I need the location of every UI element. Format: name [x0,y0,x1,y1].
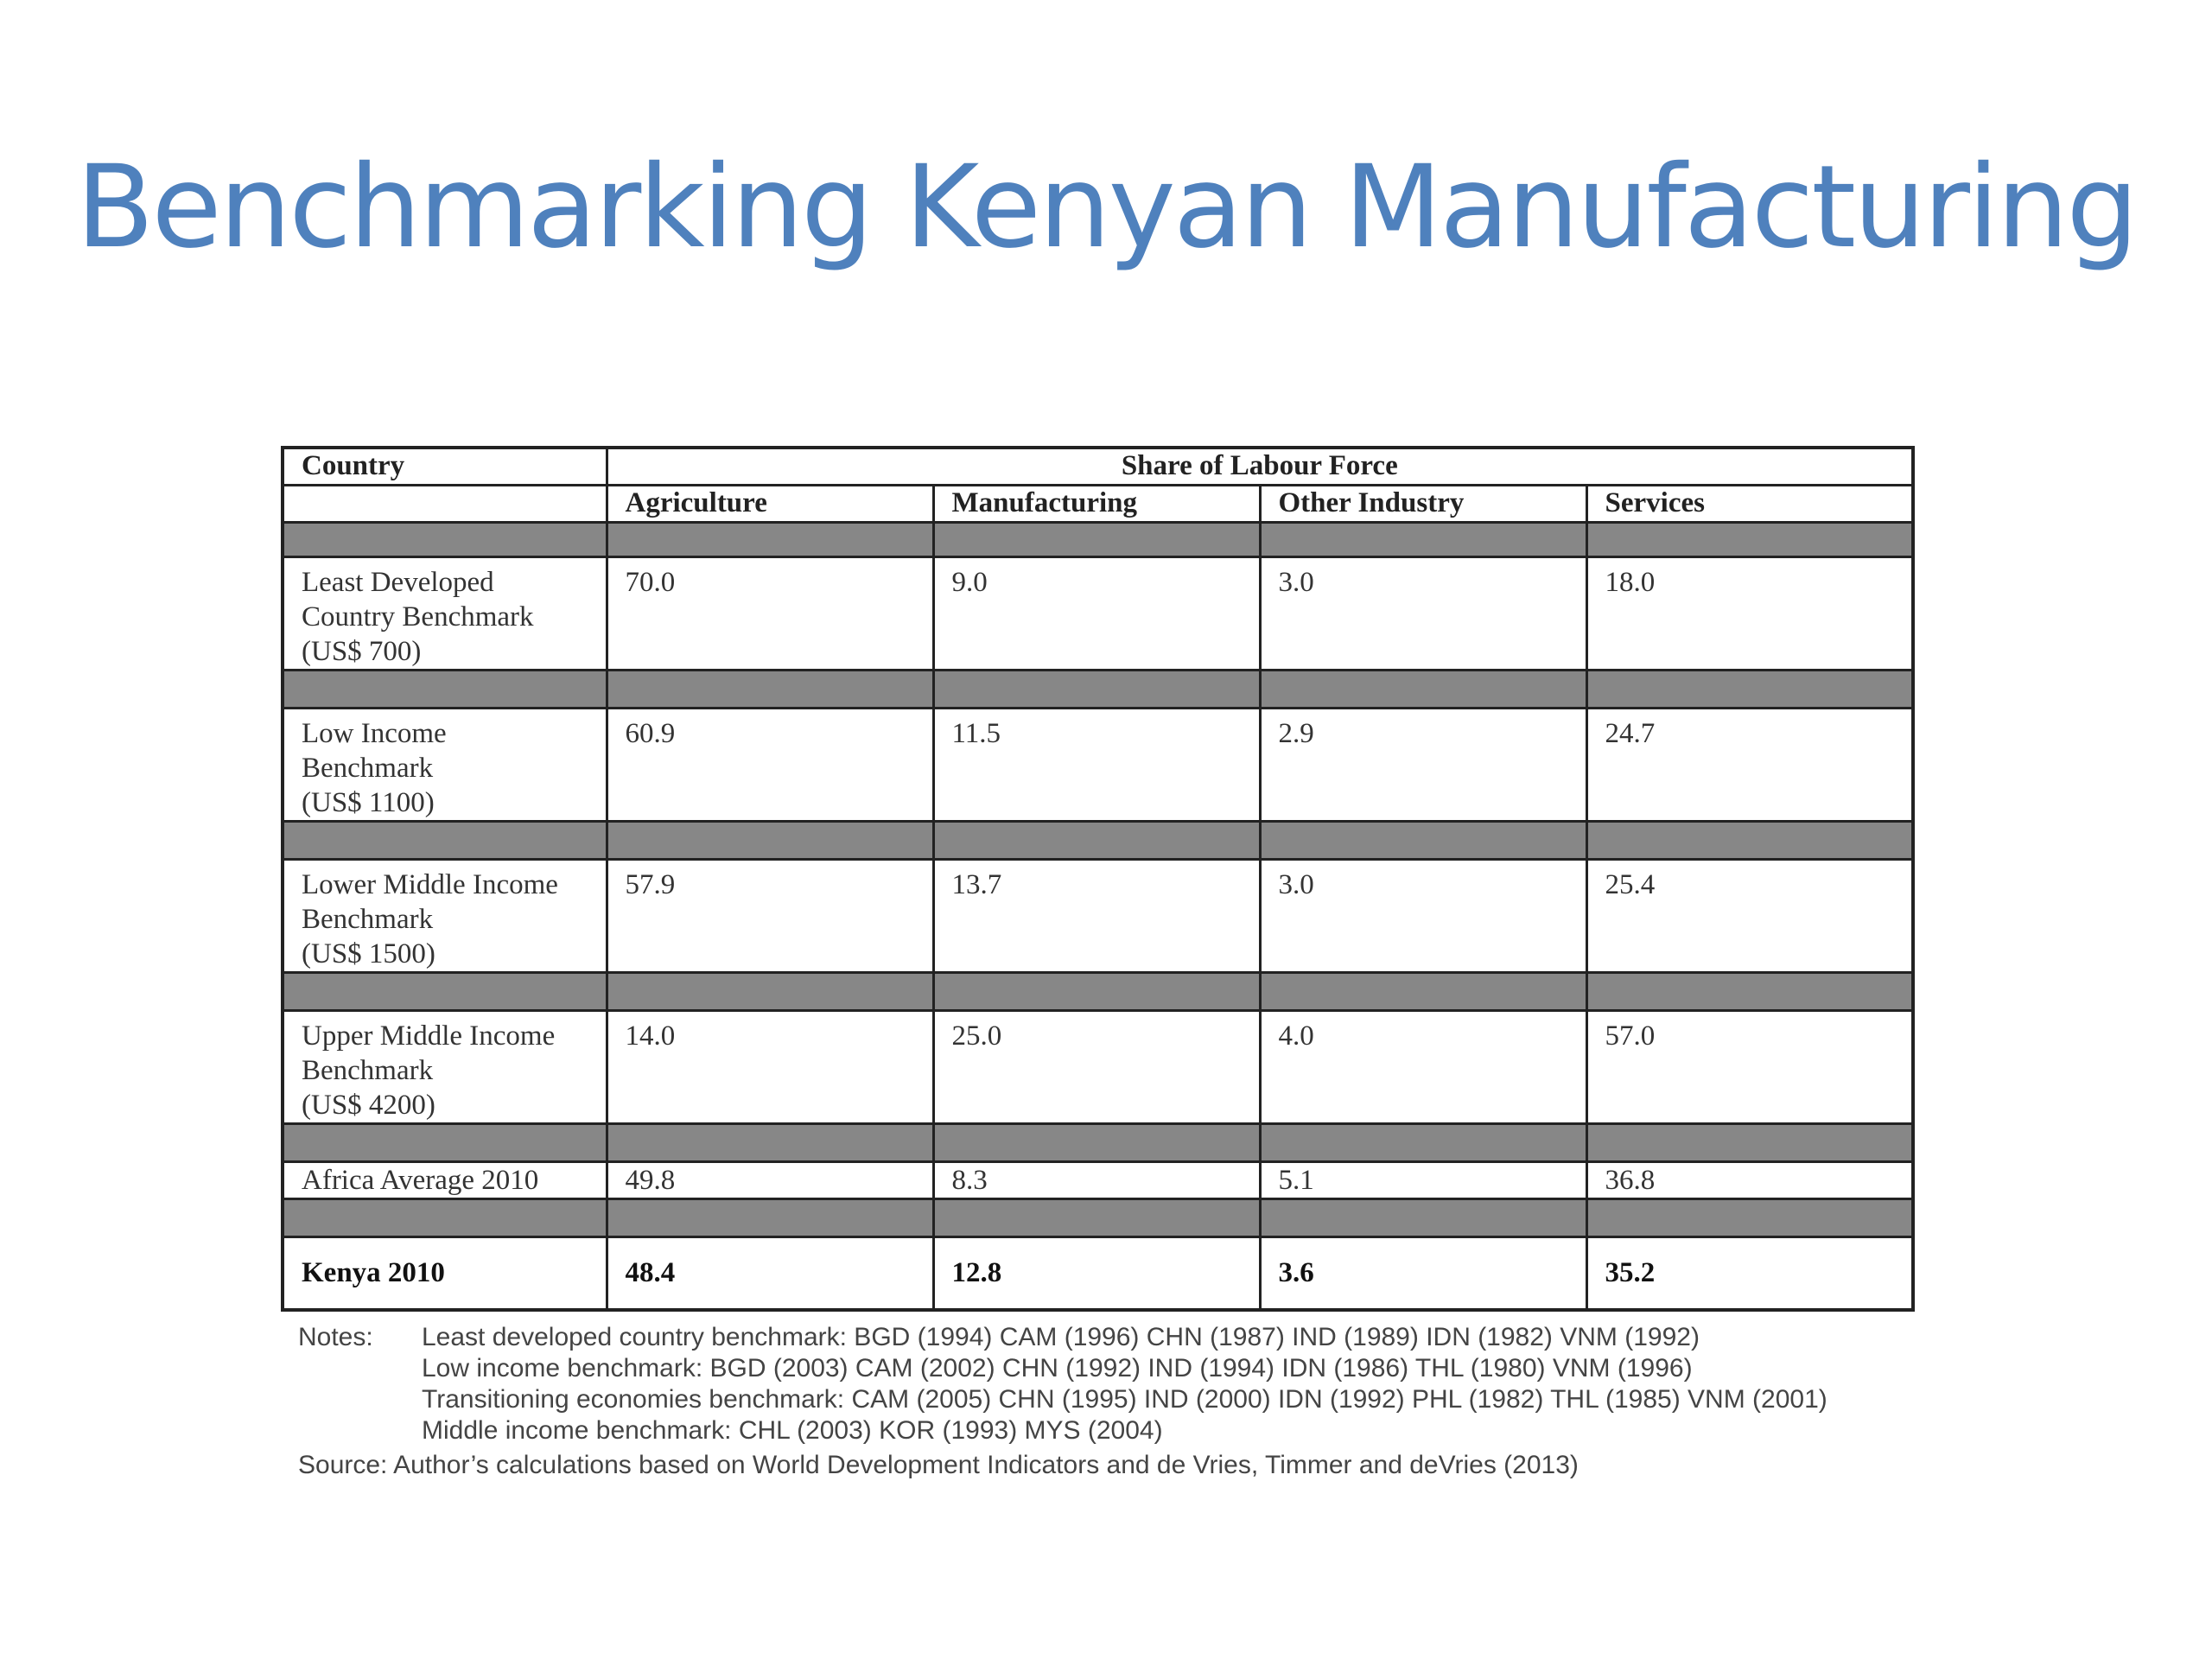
row-label: Upper Middle Income Benchmark (US$ 4200) [281,1008,608,1125]
header-services: Services [1585,483,1915,524]
cell-other-industry: 3.6 [1258,1235,1588,1312]
cell-services: 24.7 [1585,706,1915,823]
cell-agriculture: 48.4 [605,1235,935,1312]
slide-title: Benchmarking Kenyan Manufacturing [75,141,2139,274]
source-note: Source: Author’s calculations based on W… [298,1451,1579,1479]
row-label: Africa Average 2010 [281,1160,608,1200]
cell-agriculture: 60.9 [605,706,935,823]
note-line: Transitioning economies benchmark: CAM (… [422,1385,1827,1414]
notes-label: Notes: [298,1323,373,1351]
header-share-of-labour-force: Share of Labour Force [605,446,1915,486]
table-row: Africa Average 2010 49.8 8.3 5.1 36.8 [281,1160,1915,1200]
row-label-line: Upper Middle Income [302,1020,556,1052]
row-label: Lower Middle Income Benchmark (US$ 1500) [281,857,608,974]
row-label: Low Income Benchmark (US$ 1100) [281,706,608,823]
table-notes: Notes: Least developed country benchmark… [298,1322,1940,1481]
cell-manufacturing: 11.5 [931,706,1262,823]
cell-other-industry: 2.9 [1258,706,1588,823]
row-label-line: (US$ 1500) [302,938,435,969]
table-row: Least Developed Country Benchmark (US$ 7… [281,555,1915,671]
cell-agriculture: 57.9 [605,857,935,974]
row-label-line: (US$ 700) [302,635,422,667]
table-header-row: Country Share of Labour Force [281,446,1915,486]
cell-other-industry: 4.0 [1258,1008,1588,1125]
cell-other-industry: 3.0 [1258,857,1588,974]
labour-share-table: Country Share of Labour Force Agricultur… [281,446,1916,1312]
labour-share-table-container: Country Share of Labour Force Agricultur… [281,446,1916,1312]
cell-services: 18.0 [1585,555,1915,671]
separator-row [281,1197,1915,1238]
row-label: Least Developed Country Benchmark (US$ 7… [281,555,608,671]
table-row: Upper Middle Income Benchmark (US$ 4200)… [281,1008,1915,1125]
cell-services: 35.2 [1585,1235,1915,1312]
header-manufacturing: Manufacturing [931,483,1262,524]
table-row: Low Income Benchmark (US$ 1100) 60.9 11.… [281,706,1915,823]
row-label-line: Benchmark [302,903,434,935]
table-subheader-row: Agriculture Manufacturing Other Industry… [281,483,1915,524]
row-label-line: Benchmark [302,1054,434,1086]
header-blank [281,483,608,524]
cell-services: 36.8 [1585,1160,1915,1200]
header-country: Country [281,446,608,486]
row-label-line: Least Developed [302,566,494,598]
header-agriculture: Agriculture [605,483,935,524]
row-label-line: Country Benchmark [302,601,534,632]
row-label-line: (US$ 4200) [302,1089,435,1121]
cell-manufacturing: 12.8 [931,1235,1262,1312]
cell-agriculture: 70.0 [605,555,935,671]
table-row-kenya: Kenya 2010 48.4 12.8 3.6 35.2 [281,1235,1915,1312]
cell-manufacturing: 25.0 [931,1008,1262,1125]
table-row: Lower Middle Income Benchmark (US$ 1500)… [281,857,1915,974]
separator-row [281,520,1915,558]
row-label: Kenya 2010 [281,1235,608,1312]
note-line: Low income benchmark: BGD (2003) CAM (20… [422,1354,1693,1382]
cell-services: 25.4 [1585,857,1915,974]
separator-row [281,970,1915,1012]
cell-other-industry: 3.0 [1258,555,1588,671]
separator-row [281,819,1915,861]
cell-agriculture: 14.0 [605,1008,935,1125]
cell-services: 57.0 [1585,1008,1915,1125]
cell-manufacturing: 9.0 [931,555,1262,671]
cell-manufacturing: 8.3 [931,1160,1262,1200]
row-label-line: Low Income [302,717,447,749]
notes-lines: Least developed country benchmark: BGD (… [422,1322,1827,1446]
cell-other-industry: 5.1 [1258,1160,1588,1200]
row-label-line: (US$ 1100) [302,786,435,818]
row-label-line: Benchmark [302,752,434,784]
note-line: Least developed country benchmark: BGD (… [422,1323,1700,1351]
cell-agriculture: 49.8 [605,1160,935,1200]
header-other-industry: Other Industry [1258,483,1588,524]
separator-row [281,668,1915,709]
cell-manufacturing: 13.7 [931,857,1262,974]
note-line: Middle income benchmark: CHL (2003) KOR … [422,1416,1163,1445]
separator-row [281,1122,1915,1163]
row-label-line: Lower Middle Income [302,868,558,900]
